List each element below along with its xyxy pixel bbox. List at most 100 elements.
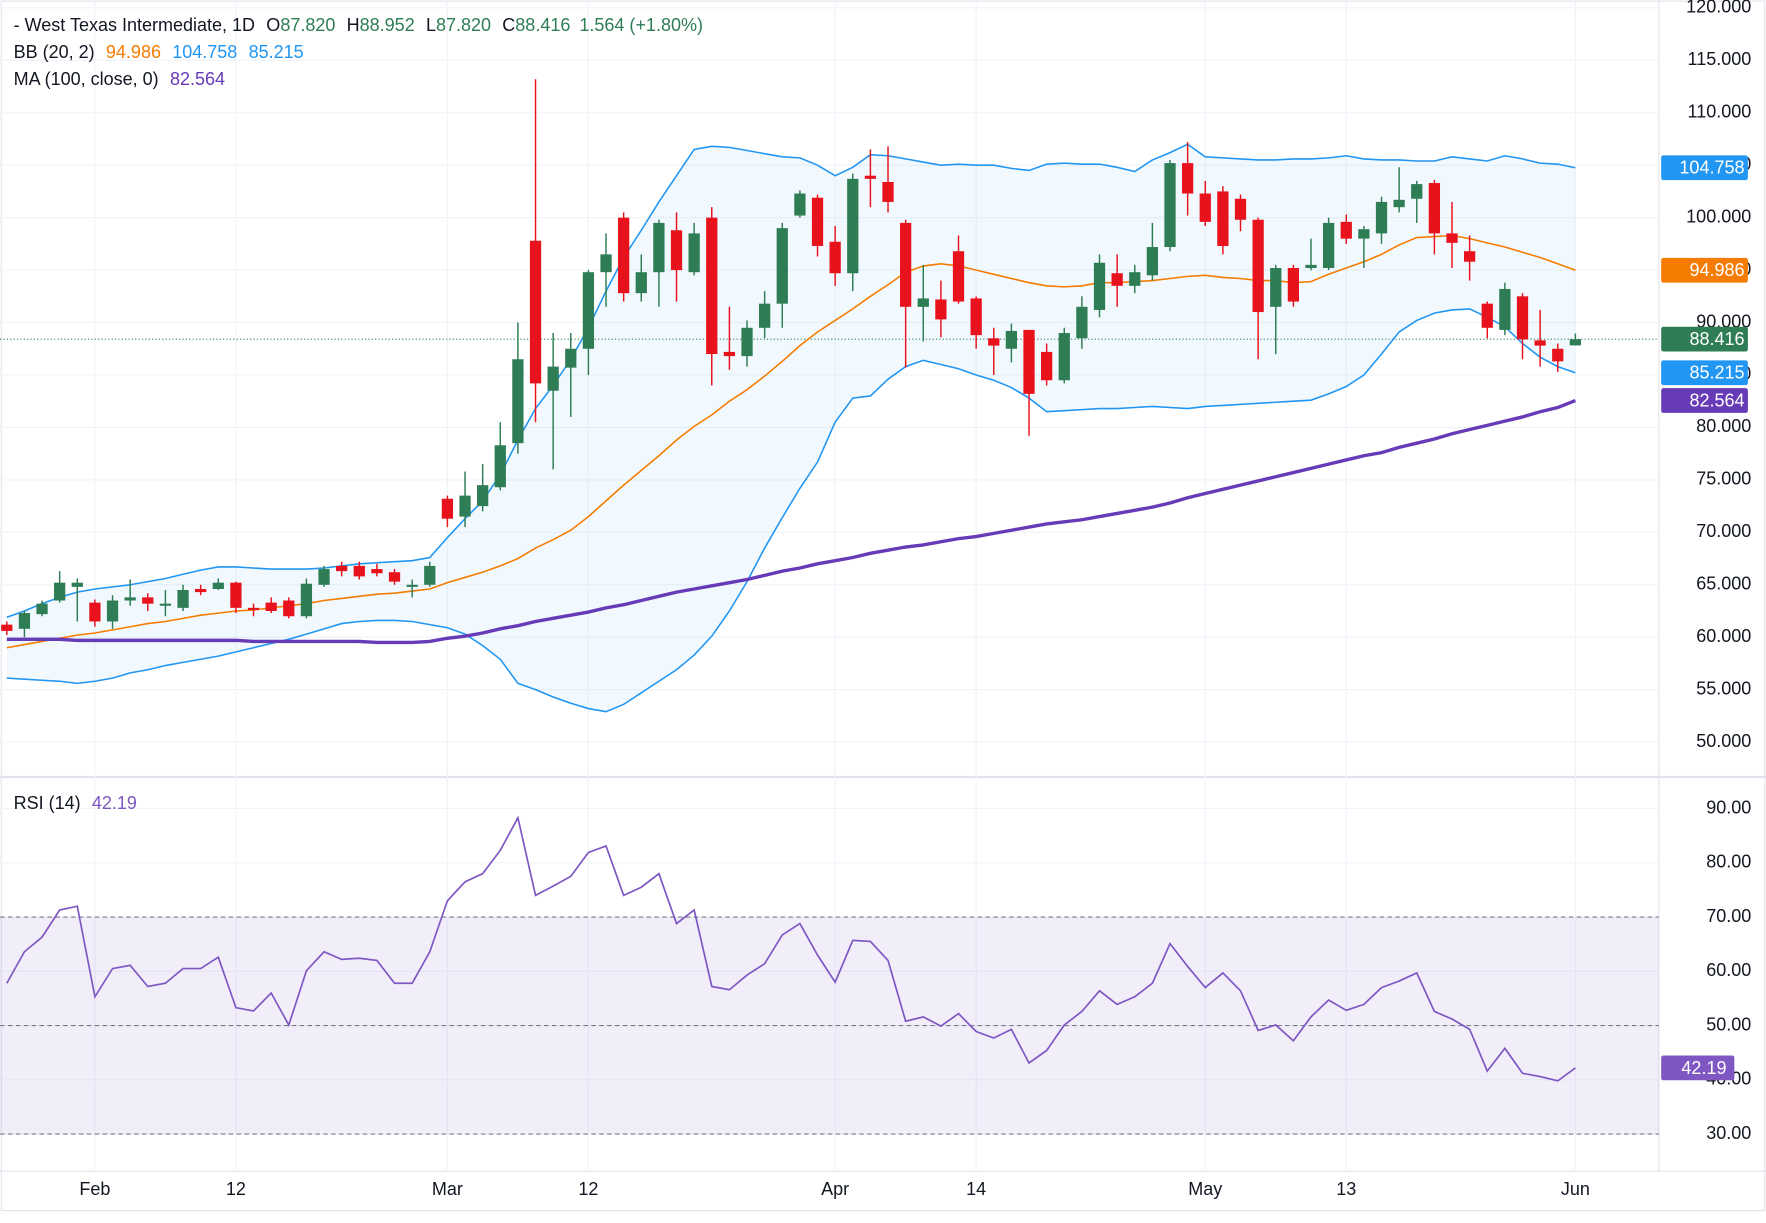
rsi-title: RSI (14) xyxy=(14,793,81,813)
price-badge xyxy=(1661,155,1748,181)
candle-body xyxy=(1305,264,1317,269)
bb-upper-value: 104.758 xyxy=(172,42,237,62)
x-tick-label: Jun xyxy=(1561,1179,1590,1199)
candle-body xyxy=(1270,268,1282,307)
y-tick-label: 55.000 xyxy=(1696,678,1751,698)
y-tick-label: 115.000 xyxy=(1688,49,1752,69)
candle-body xyxy=(1146,247,1159,276)
candle-body xyxy=(283,600,295,617)
x-tick-label: Mar xyxy=(432,1179,463,1199)
candle-body xyxy=(1499,288,1511,330)
candle-body xyxy=(388,572,401,582)
candle-body xyxy=(230,582,242,608)
y-tick-label: 90.000 xyxy=(1696,311,1751,331)
y-tick-label: 60.00 xyxy=(1706,960,1751,980)
candle-body xyxy=(565,348,577,368)
price-badge-label: 85.215 xyxy=(1689,363,1744,383)
candle-body xyxy=(1358,229,1370,239)
y-tick-label: 75.000 xyxy=(1696,469,1751,489)
candle-body xyxy=(1287,268,1300,302)
candle-body xyxy=(1428,183,1441,234)
candle-body xyxy=(653,222,665,273)
candle-body xyxy=(106,600,119,622)
y-tick-label: 80.000 xyxy=(1696,416,1751,436)
ohlc-label: L xyxy=(426,15,436,35)
fill-layer xyxy=(0,144,1659,1135)
ohlc-label: C xyxy=(502,15,515,35)
candle-body xyxy=(1534,340,1546,346)
y-tick-label: 70.00 xyxy=(1706,906,1751,926)
price-badge-label: 94.986 xyxy=(1689,260,1744,280)
candle-body xyxy=(776,228,788,304)
candle-body xyxy=(988,338,1000,346)
candle-body xyxy=(318,569,330,585)
candle-body xyxy=(1,624,13,631)
band-fill xyxy=(6,144,1576,712)
candle-body xyxy=(124,597,136,601)
candle-body xyxy=(1129,272,1141,286)
candle-body xyxy=(247,607,260,610)
candle-body xyxy=(1217,191,1229,246)
bb-lower-value: 85.215 xyxy=(249,42,304,62)
price-badge-label: 104.758 xyxy=(1679,158,1744,178)
candle-body xyxy=(1393,199,1405,208)
y-tick-label: 50.00 xyxy=(1706,1014,1751,1034)
candle-body xyxy=(635,272,647,294)
bb-title: BB (20, 2) xyxy=(14,42,95,62)
candle-body xyxy=(459,495,471,517)
rsi-badge-label: 42.19 xyxy=(1681,1058,1726,1078)
bb-basis-value: 94.986 xyxy=(106,42,161,62)
rsi-line xyxy=(6,815,1576,1082)
candle-body xyxy=(1058,333,1070,381)
x-tick-label: May xyxy=(1188,1179,1222,1199)
y-tick-label: 100.000 xyxy=(1686,206,1751,226)
candle-body xyxy=(1164,163,1176,248)
candle-body xyxy=(688,233,700,273)
y-tick-label: 90.00 xyxy=(1706,797,1751,817)
ma-value: 82.564 xyxy=(170,69,225,89)
legend-line: RSI (14) 42.19 xyxy=(14,793,137,813)
x-tick-label: Feb xyxy=(79,1179,110,1199)
candle-body xyxy=(935,299,947,320)
candle-body xyxy=(952,251,965,302)
candle-body xyxy=(1005,330,1018,349)
candle-body xyxy=(1093,262,1106,310)
candle-body xyxy=(1569,339,1582,346)
y-tick-label: 60.000 xyxy=(1696,626,1751,646)
candle-body xyxy=(353,565,365,577)
candle-body xyxy=(829,241,841,274)
candle-body xyxy=(142,597,154,604)
y-tick-label: 120.000 xyxy=(1686,0,1751,17)
candle-body xyxy=(212,582,224,589)
candle-body xyxy=(371,569,383,574)
price-badge xyxy=(1661,257,1748,283)
ohlc-label: O xyxy=(266,15,280,35)
rsi-value: 42.19 xyxy=(92,793,137,813)
candle-body xyxy=(794,193,806,216)
candle-body xyxy=(917,298,929,307)
candle-body xyxy=(265,602,277,611)
candle-body xyxy=(618,217,630,294)
y-tick-label: 50.000 xyxy=(1696,731,1751,751)
legend-line: BB (20, 2) 94.986 104.758 85.215 xyxy=(14,42,304,62)
candle-body xyxy=(1252,219,1264,313)
ohlc-value: 88.416 xyxy=(515,15,570,35)
candle-body xyxy=(811,197,824,246)
candle-body xyxy=(1023,329,1035,394)
y-tick-label: 65.000 xyxy=(1696,574,1751,594)
candle-body xyxy=(36,603,48,615)
y-tick-label: 30.00 xyxy=(1706,1123,1751,1143)
candle-body xyxy=(1111,273,1123,286)
x-tick-label: 13 xyxy=(1336,1179,1356,1199)
x-tick-label: Apr xyxy=(821,1179,849,1199)
ma-line xyxy=(6,398,1577,645)
price-badge xyxy=(1661,326,1748,352)
candle-body xyxy=(477,485,489,507)
candle-body xyxy=(600,254,612,273)
candle-body xyxy=(18,613,31,629)
candle-body xyxy=(529,240,542,384)
candle-body xyxy=(177,590,189,608)
change-value: 1.564 (+1.80%) xyxy=(579,15,703,35)
